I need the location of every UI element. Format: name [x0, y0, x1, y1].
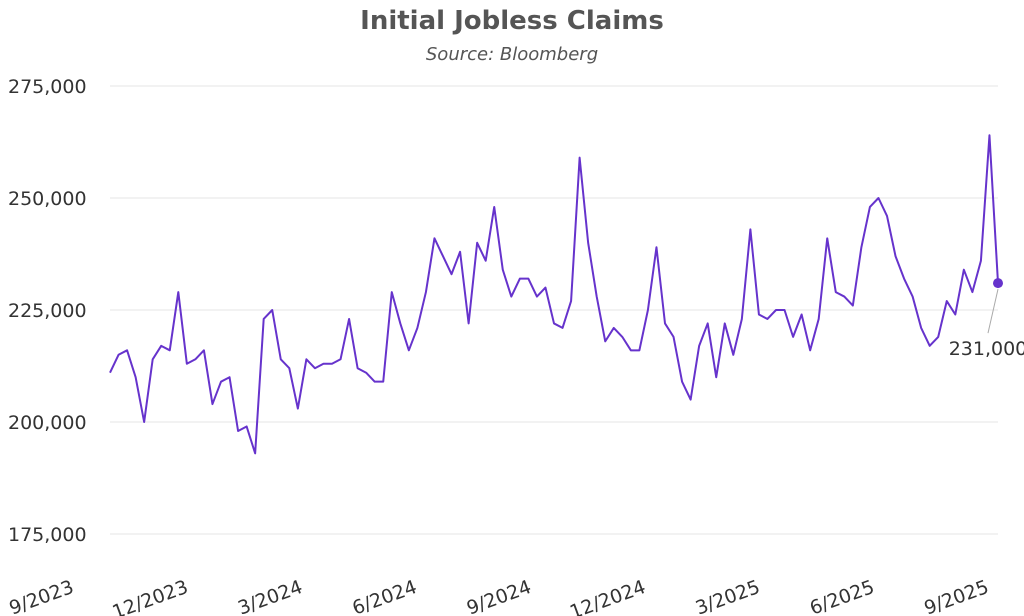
- y-tick-label: 200,000: [8, 412, 87, 434]
- x-tick-label: 6/2024: [349, 576, 419, 616]
- x-tick-label: 3/2024: [235, 576, 305, 616]
- x-tick-label: 9/2023: [6, 576, 76, 616]
- x-tick-label: 12/2024: [567, 576, 649, 616]
- gridlines: [110, 85, 998, 535]
- x-tick-label: 9/2025: [921, 576, 991, 616]
- y-tick-label: 275,000: [8, 76, 87, 98]
- x-tick-label: 6/2025: [807, 576, 877, 616]
- annotation-leader-line: [987, 289, 999, 334]
- y-tick-label: 175,000: [8, 524, 87, 546]
- x-axis-ticks: 9/2023 12/2023 3/2024 6/2024 9/2024 12/2024 3/…: [6, 576, 991, 616]
- y-tick-label: 250,000: [8, 188, 87, 210]
- x-tick-label: 3/2025: [693, 576, 763, 616]
- chart-subtitle: Source: Bloomberg: [425, 44, 599, 65]
- series-line: [109, 134, 999, 455]
- x-tick-label: 9/2024: [464, 576, 534, 616]
- x-tick-label: 12/2023: [109, 576, 191, 616]
- y-tick-label: 225,000: [8, 300, 87, 322]
- last-data-point: [993, 278, 1003, 289]
- last-value-label: 231,000: [949, 338, 1024, 360]
- y-axis-ticks: 175,000 200,000 225,000 250,000 275,000: [8, 76, 87, 546]
- chart-title: Initial Jobless Claims: [360, 6, 664, 36]
